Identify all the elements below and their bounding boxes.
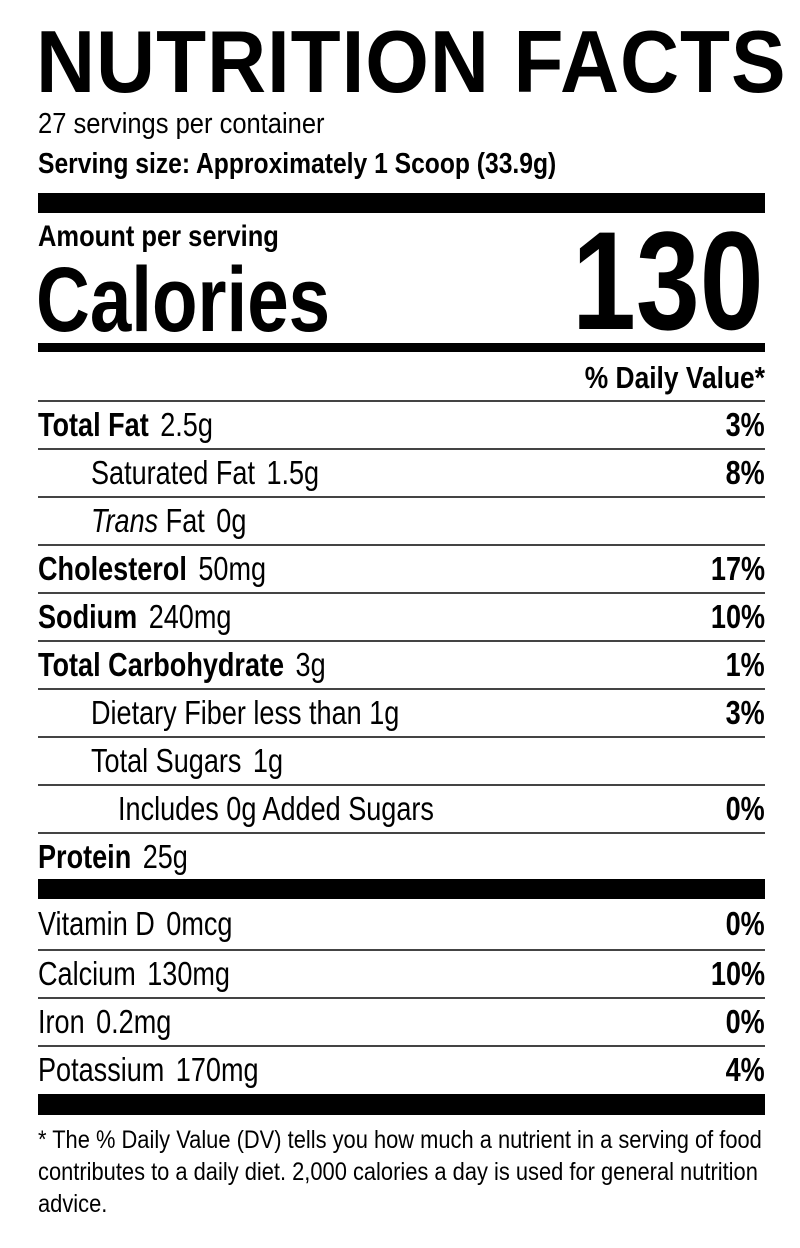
nutrient-label: Total Sugars 1g xyxy=(91,742,283,780)
nutrient-amount: 240mg xyxy=(148,598,232,635)
nutrient-name: Total Carbohydrate xyxy=(38,646,285,683)
nutrient-label: Cholesterol 50mg xyxy=(38,550,266,588)
nutrient-row: Cholesterol 50mg 17% xyxy=(38,544,765,592)
vitamin-row: Vitamin D 0mcg 0% xyxy=(38,899,765,949)
nutrient-name: Protein xyxy=(38,837,132,875)
nutrient-name: Total Sugars xyxy=(91,742,242,779)
nutrient-label: Dietary Fiber less than 1g xyxy=(91,694,399,732)
nutrient-label: Total Fat 2.5g xyxy=(38,406,213,444)
amount-per-serving-text: Amount per serving xyxy=(38,220,279,253)
nutrient-row: Total Carbohydrate 3g 1% xyxy=(38,640,765,688)
vitamin-amount: 0.2mg xyxy=(96,1003,172,1040)
title-text: NUTRITION FACTS xyxy=(36,12,787,111)
footnote: * The % Daily Value (DV) tells you how m… xyxy=(38,1126,762,1218)
vitamin-daily-value: 10% xyxy=(710,955,765,992)
vitamin-label: Iron 0.2mg xyxy=(38,1003,171,1041)
calories-value-text: 130 xyxy=(572,202,764,359)
servings-text: 27 servings per container xyxy=(38,108,325,140)
vitamin-daily-value: 4% xyxy=(725,1051,765,1088)
thick-divider xyxy=(38,1094,765,1115)
nutrient-label: Trans Fat 0g xyxy=(91,502,246,540)
vitamin-row: Calcium 130mg 10% xyxy=(38,949,765,997)
vitamin-row: Potassium 170mg 4% xyxy=(38,1045,765,1093)
nutrient-daily-value: 17% xyxy=(710,550,765,587)
nutrient-amount: 0g xyxy=(216,502,247,539)
label-title: NUTRITION FACTS xyxy=(36,18,800,106)
nutrient-daily-value: 10% xyxy=(710,598,765,635)
nutrient-amount: 2.5g xyxy=(160,406,213,443)
amount-per-serving: Amount per serving xyxy=(38,220,321,254)
vitamin-name: Potassium xyxy=(38,1051,165,1088)
thick-divider xyxy=(38,193,765,213)
nutrient-row: Total Sugars 1g xyxy=(38,736,765,784)
nutrient-label: Includes 0g Added Sugars xyxy=(118,790,434,828)
nutrient-row: Total Fat 2.5g 3% xyxy=(38,400,765,448)
vitamin-amount: 0mcg xyxy=(166,905,233,942)
vitamin-amount: 130mg xyxy=(147,955,230,992)
nutrient-row: Saturated Fat 1.5g 8% xyxy=(38,448,765,496)
nutrient-name: Total Fat xyxy=(38,406,149,443)
calories-label-text: Calories xyxy=(36,249,331,351)
nutrient-label: Protein 25g xyxy=(38,838,188,876)
serving-size-text: Serving size: Approximately 1 Scoop (33.… xyxy=(38,148,557,180)
vitamin-label: Vitamin D 0mcg xyxy=(38,905,232,943)
nutrient-row: Sodium 240mg 10% xyxy=(38,592,765,640)
nutrient-row: Dietary Fiber less than 1g 3% xyxy=(38,688,765,736)
medium-divider xyxy=(38,343,765,352)
nutrient-amount: 25g xyxy=(142,837,188,875)
daily-value-header-text: % Daily Value* xyxy=(584,360,765,395)
nutrient-row: Protein 25g xyxy=(38,832,765,879)
vitamin-row: Iron 0.2mg 0% xyxy=(38,997,765,1045)
nutrient-name: Fat xyxy=(165,502,205,539)
serving-size: Serving size: Approximately 1 Scoop (33.… xyxy=(38,148,648,180)
vitamin-name: Iron xyxy=(38,1003,85,1040)
nutrient-daily-value: 8% xyxy=(725,454,765,491)
vitamin-label: Potassium 170mg xyxy=(38,1051,259,1089)
nutrient-amount: 1g xyxy=(252,742,284,779)
calories-value: 130 xyxy=(530,202,764,359)
nutrient-daily-value: 1% xyxy=(725,646,765,683)
nutrient-daily-value: 3% xyxy=(725,406,765,443)
nutrient-label: Sodium 240mg xyxy=(38,598,231,636)
vitamin-name: Vitamin D xyxy=(38,905,155,942)
vitamin-label: Calcium 130mg xyxy=(38,955,230,993)
calories-label: Calories xyxy=(36,249,399,351)
vitamin-daily-value: 0% xyxy=(725,1003,765,1040)
nutrient-name-italic: Trans xyxy=(91,502,159,539)
vitamin-daily-value: 0% xyxy=(725,905,765,942)
nutrient-name: Dietary Fiber less than 1g xyxy=(91,694,400,731)
vitamin-amount: 170mg xyxy=(175,1051,259,1088)
nutrient-label: Total Carbohydrate 3g xyxy=(38,646,326,684)
nutrient-daily-value: 3% xyxy=(725,694,765,731)
nutrient-row: Includes 0g Added Sugars 0% xyxy=(38,784,765,832)
nutrient-name: Cholesterol xyxy=(38,550,187,587)
thick-divider xyxy=(38,879,765,899)
nutrient-amount: 3g xyxy=(295,646,326,683)
servings-per-container: 27 servings per container xyxy=(38,108,364,140)
nutrient-name: Sodium xyxy=(38,598,138,635)
vitamin-name: Calcium xyxy=(38,955,136,992)
daily-value-header: % Daily Value* xyxy=(553,360,765,396)
nutrient-name: Includes 0g Added Sugars xyxy=(118,790,434,827)
nutrient-daily-value: 0% xyxy=(725,790,765,827)
nutrient-label: Saturated Fat 1.5g xyxy=(91,454,319,492)
nutrient-amount: 1.5g xyxy=(266,454,320,491)
nutrient-row: Trans Fat 0g xyxy=(38,496,765,544)
nutrient-name: Saturated Fat xyxy=(91,454,255,491)
nutrient-amount: 50mg xyxy=(198,550,267,587)
